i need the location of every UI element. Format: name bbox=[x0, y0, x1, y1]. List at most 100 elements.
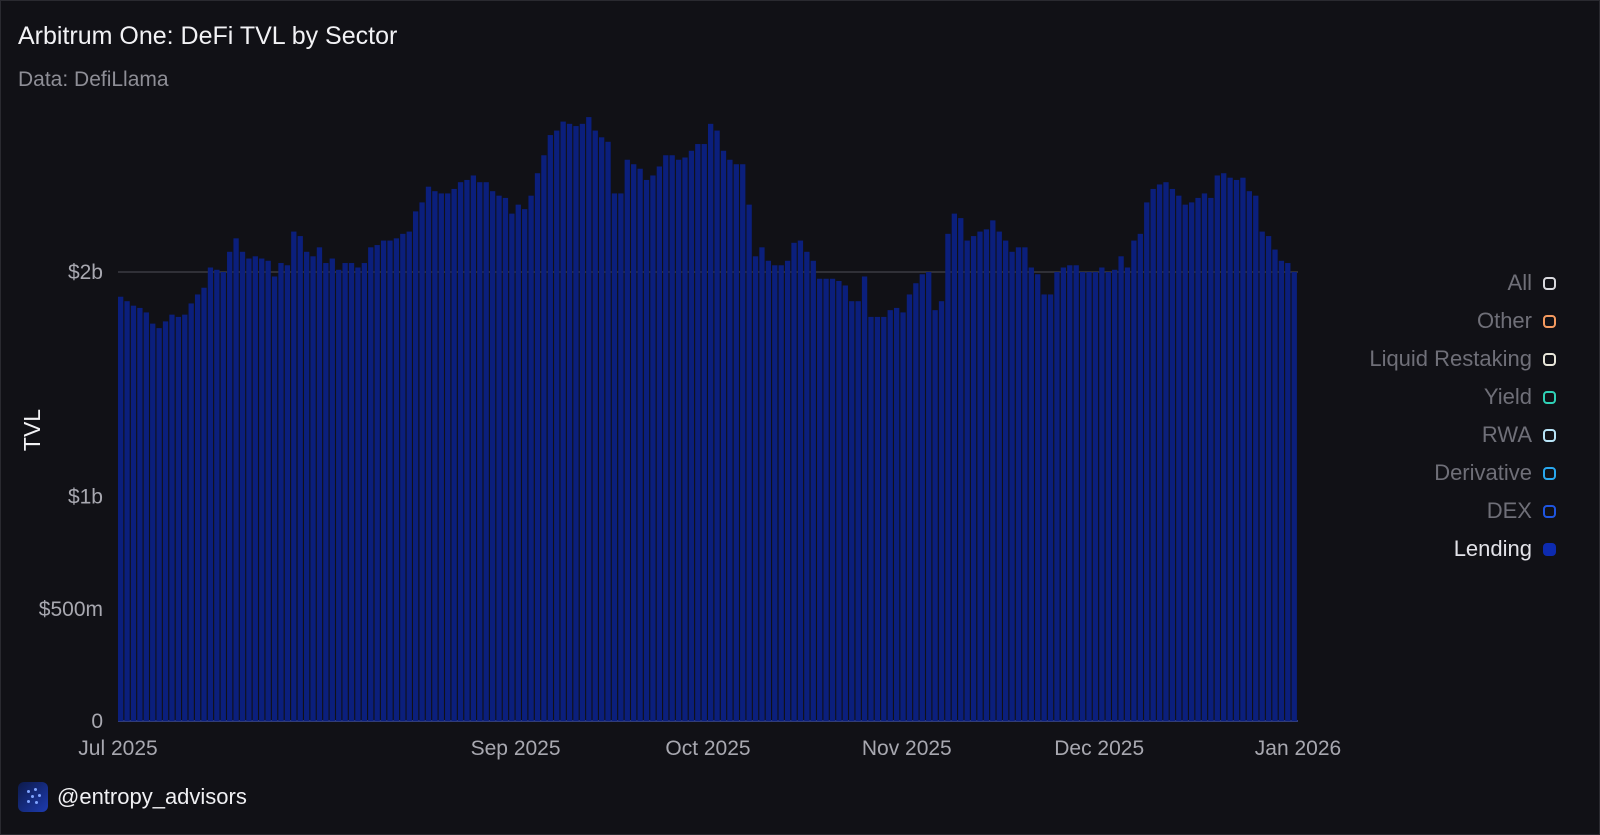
bar[interactable] bbox=[1137, 233, 1143, 721]
bar[interactable] bbox=[1285, 263, 1291, 721]
bar[interactable] bbox=[913, 283, 919, 721]
bar[interactable] bbox=[297, 236, 303, 721]
bar[interactable] bbox=[784, 260, 791, 721]
bar[interactable] bbox=[1246, 191, 1253, 721]
legend-swatch-icon[interactable] bbox=[1543, 390, 1556, 404]
bar[interactable] bbox=[663, 155, 669, 721]
bar[interactable] bbox=[502, 197, 509, 721]
bar[interactable] bbox=[1047, 294, 1054, 721]
bar[interactable] bbox=[1124, 267, 1131, 721]
bar[interactable] bbox=[1201, 193, 1208, 722]
bar[interactable] bbox=[586, 117, 592, 722]
legend-item-lending[interactable]: Lending bbox=[1454, 530, 1556, 568]
bar[interactable] bbox=[438, 193, 444, 722]
bar[interactable] bbox=[137, 307, 143, 721]
bar[interactable] bbox=[150, 323, 156, 721]
bar[interactable] bbox=[1054, 272, 1060, 721]
bar[interactable] bbox=[541, 155, 547, 721]
bar[interactable] bbox=[932, 310, 938, 721]
bar[interactable] bbox=[1188, 202, 1195, 721]
bar[interactable] bbox=[1240, 177, 1246, 721]
bar[interactable] bbox=[509, 213, 515, 721]
bar[interactable] bbox=[470, 175, 477, 721]
bar[interactable] bbox=[457, 182, 464, 721]
bar[interactable] bbox=[1105, 272, 1111, 721]
bar[interactable] bbox=[1221, 173, 1227, 722]
bar[interactable] bbox=[182, 314, 188, 721]
bar[interactable] bbox=[573, 126, 579, 721]
bar[interactable] bbox=[746, 204, 752, 721]
bar[interactable] bbox=[342, 263, 348, 721]
bar[interactable] bbox=[1195, 197, 1201, 721]
bar[interactable] bbox=[906, 294, 913, 721]
bar[interactable] bbox=[291, 231, 297, 721]
bar[interactable] bbox=[727, 159, 733, 721]
bar[interactable] bbox=[310, 256, 316, 721]
bar[interactable] bbox=[1163, 182, 1169, 721]
bar[interactable] bbox=[393, 238, 400, 721]
bar[interactable] bbox=[162, 321, 169, 721]
legend-item-liquid-restaking[interactable]: Liquid Restaking bbox=[1369, 340, 1556, 378]
bar[interactable] bbox=[1156, 184, 1163, 721]
bar[interactable] bbox=[682, 157, 688, 722]
bar[interactable] bbox=[592, 130, 598, 721]
bar[interactable] bbox=[118, 296, 124, 721]
bar[interactable] bbox=[701, 144, 707, 722]
bar[interactable] bbox=[797, 240, 804, 721]
bar[interactable] bbox=[1278, 260, 1285, 721]
bar[interactable] bbox=[156, 328, 162, 722]
bar[interactable] bbox=[265, 260, 271, 721]
bar[interactable] bbox=[1182, 204, 1188, 721]
bar[interactable] bbox=[188, 303, 194, 721]
bar[interactable] bbox=[714, 130, 720, 721]
bar[interactable] bbox=[432, 191, 438, 721]
bar[interactable] bbox=[329, 258, 335, 721]
bar[interactable] bbox=[656, 166, 663, 722]
bar[interactable] bbox=[964, 240, 970, 721]
bar[interactable] bbox=[695, 144, 701, 722]
bar[interactable] bbox=[1035, 274, 1041, 721]
bar[interactable] bbox=[868, 316, 874, 721]
bar[interactable] bbox=[708, 123, 714, 721]
bar[interactable] bbox=[926, 272, 932, 721]
bar[interactable] bbox=[1015, 247, 1022, 721]
bar[interactable] bbox=[1118, 256, 1124, 721]
bar[interactable] bbox=[1009, 251, 1015, 722]
bar[interactable] bbox=[124, 301, 130, 721]
bar[interactable] bbox=[419, 202, 425, 721]
bar[interactable] bbox=[669, 155, 675, 721]
bar[interactable] bbox=[1150, 188, 1156, 721]
bar[interactable] bbox=[1265, 236, 1272, 721]
bar[interactable] bbox=[842, 285, 848, 721]
bar[interactable] bbox=[970, 236, 977, 721]
bar[interactable] bbox=[1060, 267, 1067, 721]
bar[interactable] bbox=[637, 168, 643, 722]
bar[interactable] bbox=[983, 229, 990, 721]
bar[interactable] bbox=[1214, 175, 1220, 721]
bar[interactable] bbox=[855, 301, 861, 721]
bar[interactable] bbox=[284, 265, 291, 721]
legend-item-derivative[interactable]: Derivative bbox=[1434, 454, 1556, 492]
bar[interactable] bbox=[618, 193, 624, 722]
bar[interactable] bbox=[598, 137, 605, 722]
bar[interactable] bbox=[566, 123, 573, 721]
bar[interactable] bbox=[791, 242, 797, 721]
bar[interactable] bbox=[740, 164, 746, 722]
bar[interactable] bbox=[1028, 267, 1034, 721]
bar[interactable] bbox=[489, 191, 496, 721]
bar[interactable] bbox=[336, 269, 342, 721]
bar[interactable] bbox=[1233, 179, 1240, 721]
bar[interactable] bbox=[355, 267, 361, 721]
bar[interactable] bbox=[836, 280, 842, 721]
bar[interactable] bbox=[893, 307, 900, 721]
bar[interactable] bbox=[778, 265, 784, 721]
bar[interactable] bbox=[1227, 177, 1233, 721]
bar[interactable] bbox=[303, 251, 310, 722]
bar[interactable] bbox=[400, 233, 406, 721]
bar[interactable] bbox=[445, 193, 451, 722]
bar[interactable] bbox=[528, 195, 534, 722]
bar[interactable] bbox=[810, 260, 816, 721]
bar[interactable] bbox=[1272, 249, 1278, 722]
bar[interactable] bbox=[1079, 272, 1086, 721]
bar[interactable] bbox=[772, 265, 778, 721]
